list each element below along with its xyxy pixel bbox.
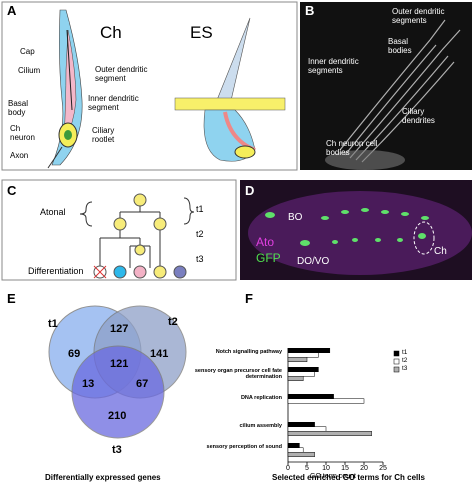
venn-count: 127 bbox=[110, 323, 129, 335]
x-axis-label: GO term count bbox=[310, 473, 356, 480]
set-label: t1 bbox=[48, 318, 58, 330]
legend-swatch bbox=[393, 366, 400, 373]
bar bbox=[287, 352, 319, 358]
ch-outline bbox=[413, 221, 435, 255]
bar bbox=[287, 422, 315, 427]
structure-label: Cap bbox=[20, 47, 35, 56]
venn-count: 121 bbox=[110, 358, 129, 370]
bar bbox=[287, 447, 304, 453]
panel-label: E bbox=[7, 291, 16, 306]
x-tick-label: 25 bbox=[379, 465, 387, 472]
embryo bbox=[248, 191, 472, 275]
panel-label: C bbox=[7, 183, 17, 198]
x-tick-label: 15 bbox=[341, 465, 349, 472]
structure-label: Ciliary rootlet bbox=[92, 126, 115, 144]
structure-label: Ciliary dendrites bbox=[402, 107, 435, 125]
stage-label: t2 bbox=[196, 229, 204, 239]
bar bbox=[287, 367, 319, 372]
bar bbox=[287, 431, 372, 436]
panel-b-image bbox=[300, 2, 472, 170]
stain-label: Ato bbox=[256, 235, 275, 249]
gene-label: Atonal bbox=[40, 207, 66, 217]
venn-count: 210 bbox=[108, 410, 127, 422]
panel-label: D bbox=[245, 183, 255, 198]
organ-label: BO bbox=[288, 212, 303, 223]
structure-label: Outer dendritic segment bbox=[95, 65, 148, 83]
caption: Differentially expressed genes bbox=[45, 473, 161, 482]
category-label: Notch signalling pathway bbox=[215, 349, 282, 355]
lineage-cells bbox=[93, 193, 187, 279]
stage-label: t3 bbox=[196, 254, 204, 264]
x-tick-label: 10 bbox=[322, 465, 330, 472]
bar bbox=[287, 426, 327, 432]
x-tick-label: 0 bbox=[286, 465, 290, 472]
structure-label: Ch neuron cell bodies bbox=[326, 139, 378, 157]
bar bbox=[287, 452, 315, 457]
structure-label: Cilium bbox=[18, 66, 41, 75]
bar bbox=[287, 371, 315, 377]
cell-type-label: ES bbox=[190, 23, 213, 42]
legend-label: t2 bbox=[402, 357, 408, 364]
venn-count: 69 bbox=[68, 348, 81, 360]
bar bbox=[287, 398, 365, 404]
panel-label: A bbox=[7, 3, 17, 18]
structure-label: Inner dendritic segments bbox=[308, 57, 359, 75]
stage-label: Differentiation bbox=[28, 266, 84, 276]
chart-title: Selected enriched GO terms for Ch cells bbox=[272, 473, 425, 482]
structure-label: Ch neuron bbox=[10, 124, 35, 142]
category-label: DNA replication bbox=[240, 395, 282, 401]
dendrite-strokes bbox=[339, 19, 461, 163]
structure-label: Axon bbox=[10, 151, 29, 160]
category-label: sensory perception of sound bbox=[206, 444, 282, 450]
bar bbox=[287, 348, 331, 353]
legend-label: t1 bbox=[402, 349, 408, 356]
cell-type-label: Ch bbox=[100, 23, 122, 42]
venn-count: 13 bbox=[82, 378, 95, 390]
gfp-spots bbox=[265, 208, 429, 246]
bar bbox=[287, 443, 300, 448]
bar bbox=[287, 357, 308, 362]
es-cell-drawing bbox=[174, 17, 286, 162]
ch-cell-drawing bbox=[47, 9, 83, 169]
structure-label: Inner dendritic segment bbox=[88, 94, 139, 112]
organ-label: Ch bbox=[434, 246, 447, 257]
venn-count: 67 bbox=[136, 378, 149, 390]
x-tick-label: 20 bbox=[360, 465, 368, 472]
bar bbox=[287, 394, 334, 399]
venn-diagram bbox=[48, 305, 187, 439]
structure-label: Basal bodies bbox=[388, 37, 412, 55]
venn-count: 141 bbox=[150, 348, 169, 360]
stain-label: GFP bbox=[256, 251, 281, 265]
category-label: cilium assembly bbox=[239, 423, 283, 429]
legend-swatch bbox=[393, 350, 400, 357]
bar bbox=[287, 376, 304, 381]
structure-label: Outer dendritic segments bbox=[392, 7, 445, 25]
x-tick-label: 5 bbox=[305, 465, 309, 472]
stage-label: t1 bbox=[196, 204, 204, 214]
lineage-tree bbox=[79, 197, 195, 268]
organ-label: DO/VO bbox=[297, 256, 330, 267]
cell-bodies bbox=[325, 150, 405, 170]
panel-label: F bbox=[245, 291, 253, 306]
set-label: t2 bbox=[168, 316, 178, 328]
legend-swatch bbox=[393, 358, 400, 365]
panel-label: B bbox=[305, 3, 315, 18]
structure-label: Basal body bbox=[8, 99, 29, 117]
legend-label: t3 bbox=[402, 365, 408, 372]
category-label: sensory organ precursor cell fate determ… bbox=[194, 368, 282, 381]
set-label: t3 bbox=[112, 444, 122, 456]
